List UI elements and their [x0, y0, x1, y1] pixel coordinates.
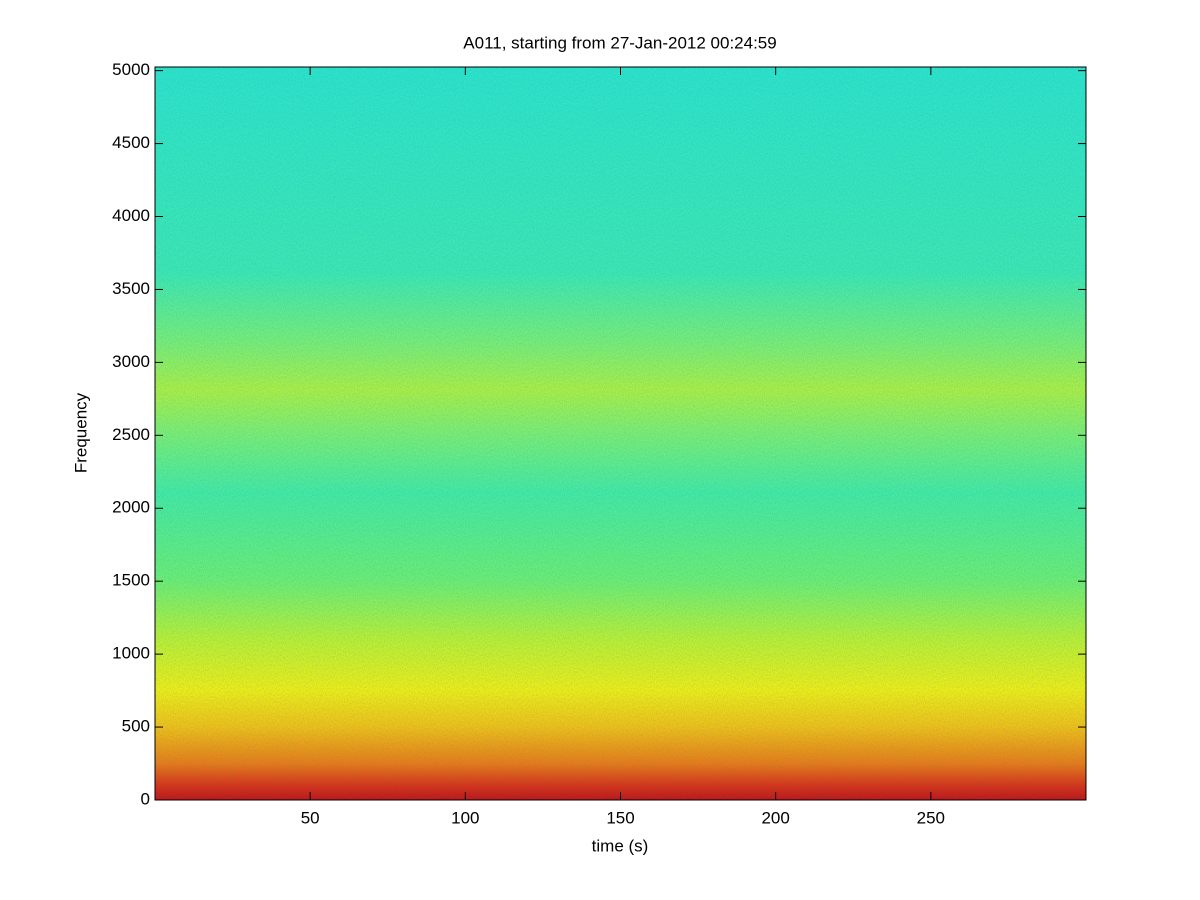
x-axis-label: time (s): [592, 836, 649, 855]
y-tick-label: 4000: [112, 206, 150, 225]
x-tick-label: 150: [606, 808, 634, 827]
x-tick-label: 200: [761, 808, 789, 827]
x-tick-label: 250: [917, 808, 945, 827]
y-tick-label: 0: [141, 789, 150, 808]
y-tick-label: 3500: [112, 279, 150, 298]
chart-title: A011, starting from 27-Jan-2012 00:24:59: [463, 33, 776, 52]
y-tick-label: 2000: [112, 498, 150, 517]
y-tick-label: 5000: [112, 60, 150, 79]
y-tick-label: 4500: [112, 133, 150, 152]
x-tick-label: 100: [451, 808, 479, 827]
y-tick-label: 1000: [112, 644, 150, 663]
y-axis-label: Frequency: [71, 392, 90, 473]
y-tick-label: 1500: [112, 571, 150, 590]
x-tick-label: 50: [301, 808, 320, 827]
y-tick-label: 3000: [112, 352, 150, 371]
spectrogram-field: [155, 67, 1086, 800]
y-tick-label: 500: [122, 717, 150, 736]
y-tick-label: 2500: [112, 425, 150, 444]
spectrogram-texture: [155, 67, 1086, 800]
